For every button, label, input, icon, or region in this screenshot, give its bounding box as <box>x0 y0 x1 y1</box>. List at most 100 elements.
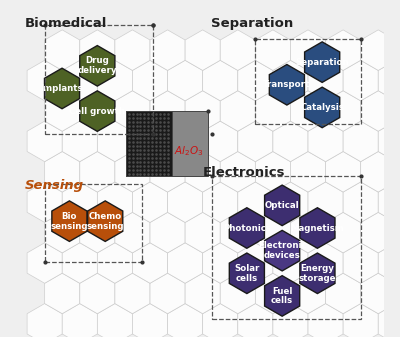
Polygon shape <box>396 30 400 70</box>
Polygon shape <box>185 91 220 131</box>
Polygon shape <box>185 152 220 192</box>
Polygon shape <box>396 273 400 314</box>
Polygon shape <box>150 212 185 253</box>
Text: Sensing: Sensing <box>25 179 84 192</box>
Polygon shape <box>378 121 400 162</box>
Polygon shape <box>305 87 340 128</box>
Polygon shape <box>326 91 361 131</box>
Polygon shape <box>27 121 62 162</box>
Polygon shape <box>62 60 97 101</box>
Polygon shape <box>150 30 185 70</box>
Polygon shape <box>361 30 396 70</box>
Polygon shape <box>203 121 238 162</box>
Text: $Al_2O_3$: $Al_2O_3$ <box>174 145 204 158</box>
Polygon shape <box>220 273 255 314</box>
Polygon shape <box>229 253 264 294</box>
Polygon shape <box>238 182 273 222</box>
Polygon shape <box>273 121 308 162</box>
Polygon shape <box>44 68 80 109</box>
Polygon shape <box>300 208 335 248</box>
Text: Chemo
sensing: Chemo sensing <box>86 212 124 231</box>
Polygon shape <box>273 60 308 101</box>
Polygon shape <box>308 304 343 337</box>
Polygon shape <box>115 30 150 70</box>
Polygon shape <box>168 243 203 283</box>
Polygon shape <box>80 91 115 131</box>
Polygon shape <box>273 182 308 222</box>
Text: Biomedical: Biomedical <box>25 17 108 30</box>
Polygon shape <box>185 273 220 314</box>
Polygon shape <box>308 60 343 101</box>
Polygon shape <box>361 273 396 314</box>
Polygon shape <box>185 30 220 70</box>
Polygon shape <box>396 152 400 192</box>
Text: Catalysis: Catalysis <box>300 103 344 112</box>
Polygon shape <box>62 121 97 162</box>
Polygon shape <box>150 273 185 314</box>
Polygon shape <box>132 304 168 337</box>
Polygon shape <box>255 273 290 314</box>
Polygon shape <box>238 243 273 283</box>
Polygon shape <box>27 182 62 222</box>
Polygon shape <box>361 91 396 131</box>
Polygon shape <box>343 121 378 162</box>
Bar <box>126 111 208 176</box>
Polygon shape <box>80 45 115 86</box>
Text: Electronic
devices: Electronic devices <box>258 241 306 260</box>
Polygon shape <box>308 243 343 283</box>
Text: Drug
delivery: Drug delivery <box>78 57 117 75</box>
Polygon shape <box>52 201 87 241</box>
Polygon shape <box>97 60 132 101</box>
Polygon shape <box>308 121 343 162</box>
Polygon shape <box>238 60 273 101</box>
Text: Optical: Optical <box>265 201 300 210</box>
Polygon shape <box>97 304 132 337</box>
Text: Solar
cells: Solar cells <box>234 264 260 283</box>
Polygon shape <box>255 152 290 192</box>
Polygon shape <box>264 276 300 316</box>
Polygon shape <box>290 152 326 192</box>
Text: Separation: Separation <box>295 58 349 67</box>
Polygon shape <box>45 30 80 70</box>
Polygon shape <box>115 212 150 253</box>
Polygon shape <box>185 212 220 253</box>
Polygon shape <box>88 201 123 241</box>
Polygon shape <box>238 121 273 162</box>
Polygon shape <box>308 182 343 222</box>
Polygon shape <box>150 152 185 192</box>
Text: Implants: Implants <box>41 84 83 93</box>
Polygon shape <box>326 212 361 253</box>
Polygon shape <box>168 304 203 337</box>
Polygon shape <box>361 212 396 253</box>
Polygon shape <box>132 60 168 101</box>
Polygon shape <box>343 304 378 337</box>
Polygon shape <box>203 243 238 283</box>
Polygon shape <box>326 273 361 314</box>
Polygon shape <box>150 91 185 131</box>
Polygon shape <box>168 121 203 162</box>
Text: Energy
storage: Energy storage <box>299 264 336 283</box>
Text: Bio
sensing: Bio sensing <box>51 212 88 231</box>
Polygon shape <box>62 182 97 222</box>
Polygon shape <box>290 212 326 253</box>
Polygon shape <box>343 182 378 222</box>
Polygon shape <box>396 212 400 253</box>
Polygon shape <box>343 243 378 283</box>
Polygon shape <box>290 30 326 70</box>
Polygon shape <box>203 60 238 101</box>
Text: Fuel
cells: Fuel cells <box>271 286 293 305</box>
Polygon shape <box>229 208 264 248</box>
Polygon shape <box>168 60 203 101</box>
Polygon shape <box>343 60 378 101</box>
Text: Cell growth: Cell growth <box>69 106 125 116</box>
Polygon shape <box>80 273 115 314</box>
Polygon shape <box>220 91 255 131</box>
Polygon shape <box>203 304 238 337</box>
Polygon shape <box>45 91 80 131</box>
Polygon shape <box>62 304 97 337</box>
Polygon shape <box>115 91 150 131</box>
Polygon shape <box>290 91 326 131</box>
Text: Electronics: Electronics <box>203 166 285 179</box>
Polygon shape <box>273 304 308 337</box>
Polygon shape <box>80 30 115 70</box>
